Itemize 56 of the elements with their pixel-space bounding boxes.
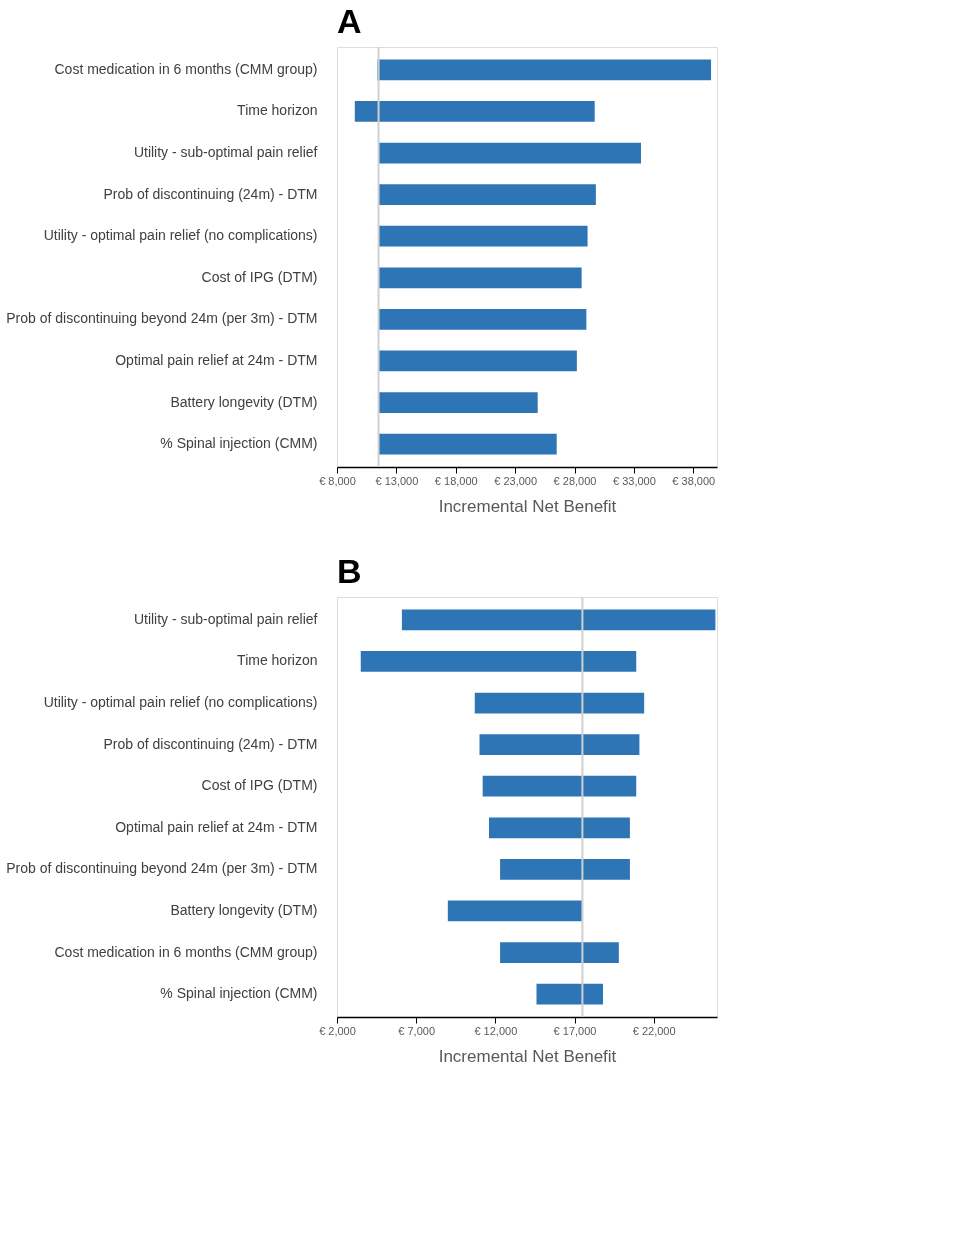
y-tick-label: Utility - sub-optimal pain relief	[133, 144, 318, 161]
x-tick-label: € 13,000	[375, 474, 419, 487]
bar	[377, 59, 712, 81]
bar	[401, 609, 716, 631]
y-tick-label: Prob of discontinuing beyond 24m (per 3m) - DTM	[6, 860, 318, 877]
bar	[500, 858, 630, 880]
x-tick-label: € 28,000	[553, 474, 597, 487]
y-tick-label: Cost of IPG (DTM)	[201, 268, 318, 285]
chart-title: A	[337, 2, 362, 40]
bar	[378, 308, 587, 330]
y-tick-label: Prob of discontinuing (24m) - DTM	[103, 735, 318, 752]
bar	[447, 900, 583, 922]
bar	[474, 692, 645, 714]
x-tick-label: € 7,000	[398, 1024, 436, 1037]
bar	[378, 184, 596, 206]
y-tick-label: Cost medication in 6 months (CMM group)	[54, 943, 318, 960]
y-tick-label: Battery longevity (DTM)	[170, 901, 318, 918]
x-axis-title: Incremental Net Benefit	[438, 1046, 617, 1066]
bar	[536, 983, 603, 1005]
x-tick-label: € 2,000	[319, 1024, 356, 1037]
bar	[378, 225, 588, 247]
y-tick-label: Utility - optimal pain relief (no complications)	[43, 694, 318, 711]
y-tick-label: Prob of discontinuing (24m) - DTM	[103, 185, 318, 202]
bar	[378, 433, 557, 455]
x-tick-label: € 8,000	[319, 474, 356, 487]
x-tick-label: € 23,000	[494, 474, 538, 487]
bar	[378, 392, 538, 413]
y-tick-label: Battery longevity (DTM)	[170, 393, 318, 410]
bar	[482, 775, 637, 797]
x-tick-label: € 17,000	[553, 1024, 597, 1037]
bar	[479, 734, 640, 756]
bar	[489, 817, 630, 839]
bar	[378, 350, 577, 372]
bar	[378, 267, 582, 289]
y-tick-label: Time horizon	[237, 652, 318, 669]
y-tick-label: Utility - sub-optimal pain relief	[133, 610, 318, 627]
bar	[500, 942, 619, 963]
y-tick-label: Cost medication in 6 months (CMM group)	[54, 60, 318, 77]
x-tick-label: € 22,000	[632, 1024, 676, 1037]
bar	[378, 142, 641, 164]
chart-title: B	[337, 552, 362, 590]
y-tick-label: Optimal pain relief at 24m - DTM	[115, 351, 318, 368]
y-tick-label: % Spinal injection (CMM)	[160, 985, 318, 1002]
bar	[360, 651, 637, 672]
y-tick-label: Time horizon	[237, 102, 318, 119]
y-tick-label: Cost of IPG (DTM)	[201, 777, 318, 794]
x-tick-label: € 18,000	[434, 474, 478, 487]
x-tick-label: € 38,000	[672, 474, 716, 487]
x-tick-label: € 12,000	[474, 1024, 518, 1037]
y-tick-label: % Spinal injection (CMM)	[160, 435, 318, 452]
y-tick-label: Prob of discontinuing beyond 24m (per 3m) - DTM	[6, 310, 318, 327]
bar	[354, 101, 595, 122]
x-axis-title: Incremental Net Benefit	[438, 496, 617, 516]
x-tick-label: € 33,000	[612, 474, 656, 487]
y-tick-label: Utility - optimal pain relief (no complications)	[43, 227, 318, 244]
y-tick-label: Optimal pain relief at 24m - DTM	[115, 818, 318, 835]
